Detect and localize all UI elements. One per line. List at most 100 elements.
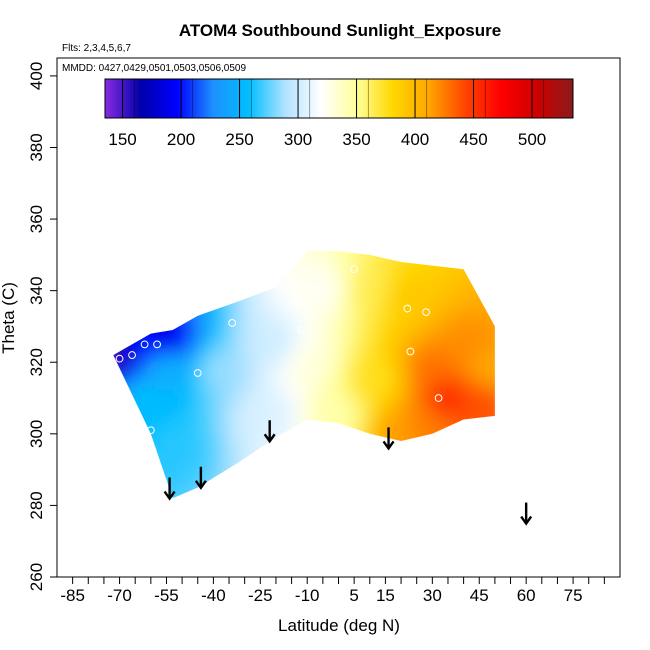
field-cell — [352, 377, 360, 384]
field-cell — [113, 401, 114, 408]
field-cell — [172, 263, 180, 270]
field-cell — [227, 239, 234, 246]
field-cell — [448, 317, 456, 324]
field-cell — [340, 407, 348, 414]
field-cell — [196, 437, 204, 444]
field-cell — [316, 389, 324, 396]
field-cell — [286, 455, 294, 462]
field-cell — [101, 281, 108, 288]
field-cell — [202, 317, 210, 324]
field-cell — [250, 497, 258, 499]
field-cell — [208, 395, 216, 402]
field-cell — [322, 353, 330, 360]
field-cell — [305, 503, 312, 510]
field-cell — [274, 467, 282, 474]
field-cell — [491, 509, 498, 516]
field-cell — [503, 281, 510, 288]
field-cell — [136, 359, 144, 366]
field-cell — [124, 497, 132, 499]
field-cell — [412, 317, 420, 324]
field-cell — [226, 443, 234, 450]
field-cell — [208, 287, 216, 294]
field-cell — [268, 275, 276, 282]
field-cell — [454, 485, 462, 492]
field-cell — [394, 407, 402, 414]
field-cell — [370, 359, 378, 366]
field-cell — [322, 377, 330, 384]
field-cell — [113, 431, 114, 438]
field-cell — [346, 275, 354, 282]
field-cell — [364, 461, 372, 468]
field-cell — [280, 425, 288, 432]
field-cell — [208, 443, 216, 450]
field-cell — [425, 509, 432, 516]
field-cell — [370, 497, 378, 499]
field-cell — [136, 287, 144, 294]
field-cell — [184, 335, 192, 342]
field-cell — [466, 455, 474, 462]
field-cell — [256, 305, 264, 312]
field-cell — [172, 461, 180, 468]
field-cell — [358, 419, 366, 426]
field-cell — [268, 395, 276, 402]
field-cell — [322, 287, 330, 294]
field-cell — [490, 377, 495, 384]
field-cell — [340, 317, 348, 324]
field-cell — [472, 347, 480, 354]
field-cell — [101, 329, 108, 336]
field-cell — [155, 239, 162, 246]
field-cell — [154, 305, 162, 312]
field-cell — [274, 269, 282, 276]
field-cell — [370, 287, 378, 294]
field-cell — [274, 359, 282, 366]
field-cell — [370, 335, 378, 342]
field-cell — [497, 251, 504, 258]
field-cell — [190, 467, 198, 474]
field-cell — [466, 251, 474, 252]
field-cell — [316, 335, 324, 342]
field-cell — [490, 425, 495, 432]
field-cell — [220, 341, 228, 348]
field-cell — [232, 305, 240, 312]
field-cell — [454, 353, 462, 360]
field-cell — [220, 275, 228, 282]
field-cell — [178, 341, 186, 348]
field-cell — [418, 365, 426, 372]
field-cell — [347, 233, 354, 240]
field-cell — [322, 431, 330, 438]
field-cell — [497, 269, 504, 276]
field-cell — [449, 509, 456, 516]
field-cell — [388, 431, 396, 438]
field-cell — [280, 497, 288, 499]
field-cell — [304, 269, 312, 276]
field-cell — [166, 299, 174, 306]
field-cell — [394, 419, 402, 426]
field-cell — [250, 413, 258, 420]
field-cell — [226, 419, 234, 426]
field-cell — [503, 419, 510, 426]
field-cell — [460, 413, 468, 420]
field-cell — [358, 275, 366, 282]
field-cell — [394, 383, 402, 390]
field-cell — [167, 239, 174, 246]
field-cell — [142, 341, 150, 348]
field-cell — [454, 395, 462, 402]
field-cell — [316, 263, 324, 270]
field-cell — [280, 455, 288, 462]
field-cell — [172, 425, 180, 432]
field-cell — [148, 293, 156, 300]
field-cell — [310, 485, 318, 492]
field-cell — [142, 383, 150, 390]
field-cell — [113, 455, 114, 462]
field-cell — [286, 431, 294, 438]
field-cell — [412, 281, 420, 288]
field-cell — [226, 383, 234, 390]
field-cell — [226, 251, 234, 252]
field-cell — [196, 299, 204, 306]
field-cell — [208, 461, 216, 468]
field-cell — [172, 275, 180, 282]
field-cell — [400, 287, 408, 294]
field-cell — [352, 341, 360, 348]
field-cell — [190, 443, 198, 450]
field-cell — [250, 455, 258, 462]
